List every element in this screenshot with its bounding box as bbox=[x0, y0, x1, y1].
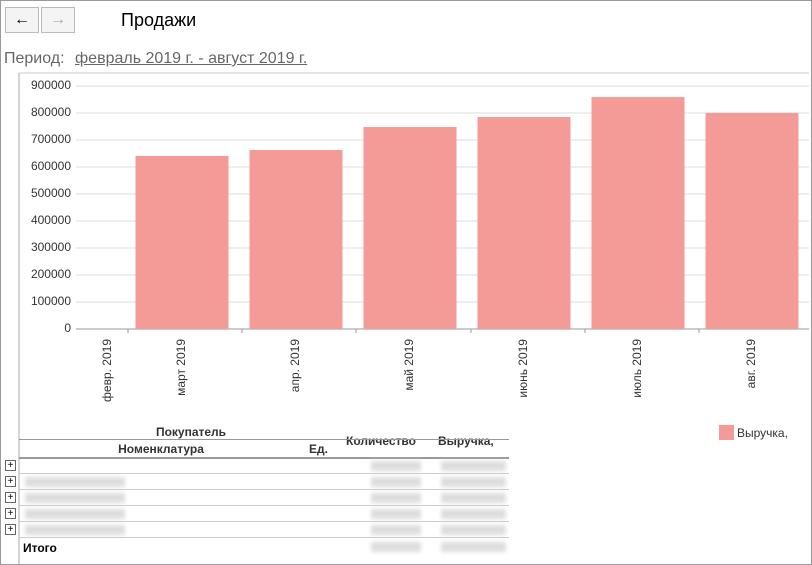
bar bbox=[135, 155, 229, 329]
blurred-cell bbox=[441, 477, 506, 487]
x-tick-label: май 2019 bbox=[402, 339, 416, 391]
row-line bbox=[19, 537, 509, 538]
y-tick-label: 400000 bbox=[31, 213, 71, 227]
y-tick-label: 200000 bbox=[31, 267, 71, 281]
blurred-cell bbox=[371, 525, 421, 535]
expand-icon[interactable]: + bbox=[5, 476, 16, 487]
table-line bbox=[19, 439, 509, 440]
y-tick-label: 100000 bbox=[31, 294, 71, 308]
blurred-cell bbox=[441, 525, 506, 535]
blurred-cell bbox=[441, 461, 506, 471]
blurred-cell bbox=[441, 493, 506, 503]
total-label: Итого bbox=[23, 541, 57, 555]
y-tick-label: 900000 bbox=[31, 78, 71, 92]
bar bbox=[249, 149, 343, 329]
blurred-cell bbox=[371, 461, 421, 471]
blurred-cell bbox=[441, 542, 506, 552]
y-tick-label: 800000 bbox=[31, 105, 71, 119]
blurred-cell bbox=[441, 509, 506, 519]
table-line bbox=[19, 457, 509, 459]
y-tick-label: 600000 bbox=[31, 159, 71, 173]
legend-swatch bbox=[719, 425, 734, 440]
x-tick-label: июнь 2019 bbox=[516, 339, 530, 398]
blurred-cell bbox=[25, 493, 125, 503]
period-link[interactable]: февраль 2019 г. - август 2019 г. bbox=[75, 50, 308, 67]
expand-icon[interactable]: + bbox=[5, 524, 16, 535]
header-item: Номенклатура bbox=[118, 442, 204, 456]
legend-label: Выручка, bbox=[737, 426, 788, 440]
bar bbox=[477, 117, 571, 329]
x-tick-label: авг. 2019 bbox=[744, 339, 758, 389]
back-button[interactable]: ← bbox=[5, 7, 39, 33]
x-tick-label: апр. 2019 bbox=[288, 339, 302, 393]
header-qty: Количество bbox=[346, 434, 416, 448]
row-line bbox=[19, 505, 509, 506]
blurred-cell bbox=[25, 477, 125, 487]
x-tick-label: июль 2019 bbox=[630, 339, 644, 398]
blurred-cell bbox=[371, 509, 421, 519]
forward-button[interactable]: → bbox=[41, 7, 75, 33]
row-line bbox=[19, 473, 509, 474]
row-line bbox=[19, 489, 509, 490]
y-tick-label: 700000 bbox=[31, 132, 71, 146]
header-buyer: Покупатель bbox=[155, 425, 227, 439]
blurred-cell bbox=[371, 542, 421, 552]
period-label: Период: bbox=[4, 50, 65, 67]
bar bbox=[591, 97, 685, 329]
blurred-cell bbox=[371, 493, 421, 503]
y-tick-label: 0 bbox=[64, 321, 71, 335]
bar bbox=[363, 127, 457, 329]
header-unit: Ед. bbox=[309, 442, 328, 456]
x-tick-label: февр. 2019 bbox=[100, 339, 114, 402]
bar bbox=[705, 113, 799, 329]
blurred-cell bbox=[25, 509, 125, 519]
y-tick-label: 300000 bbox=[31, 240, 71, 254]
row-line bbox=[19, 521, 509, 522]
x-tick-label: март 2019 bbox=[174, 339, 188, 396]
expand-icon[interactable]: + bbox=[5, 460, 16, 471]
expand-icon[interactable]: + bbox=[5, 508, 16, 519]
page-title: Продажи bbox=[121, 10, 197, 30]
blurred-cell bbox=[25, 525, 125, 535]
y-tick-label: 500000 bbox=[31, 186, 71, 200]
expand-icon[interactable]: + bbox=[5, 492, 16, 503]
blurred-cell bbox=[371, 477, 421, 487]
header-revenue: Выручка, bbox=[438, 434, 494, 448]
